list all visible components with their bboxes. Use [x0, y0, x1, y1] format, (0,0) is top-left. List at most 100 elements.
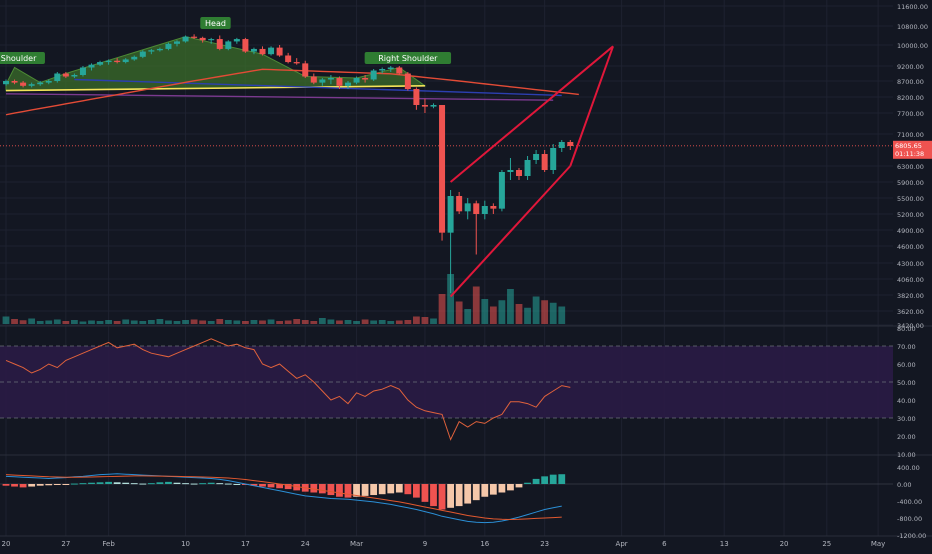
- candle[interactable]: [379, 69, 386, 71]
- candle[interactable]: [473, 203, 480, 214]
- candle[interactable]: [45, 81, 52, 83]
- price-tick-label: 4900.00: [897, 227, 924, 235]
- candle[interactable]: [387, 67, 394, 70]
- candle[interactable]: [122, 59, 129, 63]
- candle[interactable]: [250, 48, 257, 52]
- macd-histogram-bar: [413, 484, 420, 498]
- candle[interactable]: [345, 82, 351, 86]
- volume-bar: [182, 320, 189, 324]
- candle[interactable]: [353, 78, 360, 83]
- candle[interactable]: [37, 82, 44, 85]
- candle[interactable]: [421, 105, 428, 107]
- macd-histogram-bar: [447, 484, 454, 508]
- candle[interactable]: [507, 170, 514, 172]
- candle[interactable]: [199, 37, 206, 41]
- trend-line[interactable]: [5, 93, 554, 101]
- candle[interactable]: [404, 73, 411, 90]
- candle[interactable]: [276, 47, 283, 56]
- price-tick-label: 8200.00: [897, 94, 924, 102]
- macd-histogram-bar: [259, 484, 266, 487]
- candle[interactable]: [259, 48, 266, 55]
- candle[interactable]: [191, 36, 198, 38]
- candle[interactable]: [310, 76, 317, 83]
- candle[interactable]: [533, 154, 540, 160]
- candle[interactable]: [105, 60, 112, 63]
- volume-bar: [353, 321, 360, 324]
- neckline[interactable]: [5, 85, 425, 92]
- macd-histogram-bar: [421, 484, 429, 502]
- candle[interactable]: [216, 39, 223, 49]
- candle[interactable]: [139, 51, 146, 57]
- candle[interactable]: [268, 47, 275, 55]
- candle[interactable]: [233, 39, 240, 42]
- candle[interactable]: [336, 78, 343, 86]
- candle[interactable]: [430, 105, 437, 107]
- wedge-lower-line[interactable]: [449, 165, 572, 298]
- moving-average-line[interactable]: [5, 68, 579, 116]
- candle[interactable]: [54, 73, 61, 82]
- candle[interactable]: [3, 81, 9, 85]
- volume-bar: [301, 320, 309, 324]
- candle[interactable]: [362, 78, 369, 80]
- price-tick-label: 6300.00: [897, 163, 924, 171]
- candle[interactable]: [319, 79, 326, 83]
- signal-line[interactable]: [5, 474, 562, 520]
- macd-histogram-bar: [276, 484, 283, 489]
- candle[interactable]: [114, 60, 121, 63]
- candle[interactable]: [464, 203, 471, 212]
- candle[interactable]: [481, 206, 488, 214]
- candle[interactable]: [550, 148, 557, 170]
- candle[interactable]: [208, 39, 215, 41]
- candle[interactable]: [567, 142, 574, 146]
- candle[interactable]: [396, 67, 403, 74]
- macd-histogram-bar: [284, 484, 292, 490]
- candle[interactable]: [71, 75, 78, 77]
- candle[interactable]: [498, 172, 505, 209]
- wedge-connector-line[interactable]: [569, 45, 614, 167]
- time-tick-label: 16: [480, 540, 489, 548]
- candle[interactable]: [165, 43, 172, 49]
- macd-histogram-bar: [549, 474, 557, 484]
- macd-histogram-bar: [122, 482, 130, 484]
- macd-histogram-bar: [79, 483, 87, 485]
- candle[interactable]: [439, 105, 446, 233]
- candle[interactable]: [131, 56, 138, 60]
- candle[interactable]: [285, 55, 292, 63]
- candle[interactable]: [327, 78, 334, 80]
- candle[interactable]: [28, 84, 35, 86]
- candle[interactable]: [62, 73, 69, 77]
- candle[interactable]: [97, 62, 104, 65]
- macd-histogram-bar: [404, 484, 412, 495]
- candle[interactable]: [11, 81, 18, 83]
- candle[interactable]: [524, 160, 531, 176]
- candle[interactable]: [370, 70, 377, 80]
- trend-line[interactable]: [74, 78, 562, 97]
- candle[interactable]: [242, 39, 249, 52]
- wedge-upper-line[interactable]: [449, 45, 614, 183]
- rsi-tick-label: 10.00: [897, 451, 916, 459]
- candle[interactable]: [20, 82, 27, 86]
- candle[interactable]: [447, 196, 454, 233]
- candle[interactable]: [88, 64, 95, 68]
- candle[interactable]: [413, 89, 420, 105]
- candle[interactable]: [456, 196, 463, 212]
- rsi-line[interactable]: [5, 338, 571, 441]
- candle[interactable]: [302, 63, 309, 77]
- volume-bar: [79, 321, 87, 324]
- macd-histogram-bar: [267, 484, 275, 488]
- candle[interactable]: [225, 41, 232, 49]
- candle[interactable]: [490, 206, 497, 209]
- macd-line[interactable]: [5, 473, 562, 524]
- candle[interactable]: [541, 154, 548, 170]
- candle[interactable]: [79, 67, 86, 76]
- candle[interactable]: [558, 142, 565, 148]
- candle[interactable]: [516, 170, 522, 176]
- candle[interactable]: [156, 48, 163, 51]
- candle[interactable]: [174, 41, 180, 44]
- candle[interactable]: [293, 62, 300, 64]
- candle[interactable]: [182, 36, 189, 42]
- macd-histogram-bar: [182, 483, 189, 485]
- candle[interactable]: [148, 50, 155, 52]
